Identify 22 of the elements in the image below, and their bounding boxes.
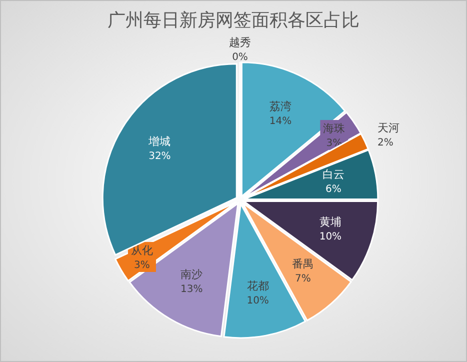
data-label: 3% — [134, 260, 150, 271]
data-label: 2% — [378, 137, 394, 148]
slice-label: 海珠 — [323, 122, 346, 135]
slice-label: 从化 — [130, 244, 153, 257]
category-label: 越秀 — [229, 36, 251, 49]
data-label: 14% — [269, 116, 292, 127]
slice-label: 花都 — [246, 279, 269, 292]
data-label: 7% — [294, 273, 311, 284]
slice-label: 南沙 — [180, 268, 203, 281]
data-label: 10% — [246, 295, 269, 306]
slice-label: 荔湾 — [270, 100, 292, 113]
slice-label: 天河 — [378, 121, 400, 134]
slice-label: 增城 — [148, 135, 171, 148]
data-label: 13% — [180, 284, 203, 295]
text: 0% — [232, 52, 248, 63]
slice-label: 番禺 — [292, 257, 314, 270]
data-label: 10% — [319, 231, 342, 242]
slice-label: 黄埔 — [319, 215, 342, 228]
chart-title: 广州每日新房网签面积各区占比 — [108, 10, 360, 31]
data-label: 6% — [326, 184, 342, 196]
slice-label: 白云 — [322, 168, 344, 182]
data-label: 32% — [148, 151, 171, 162]
